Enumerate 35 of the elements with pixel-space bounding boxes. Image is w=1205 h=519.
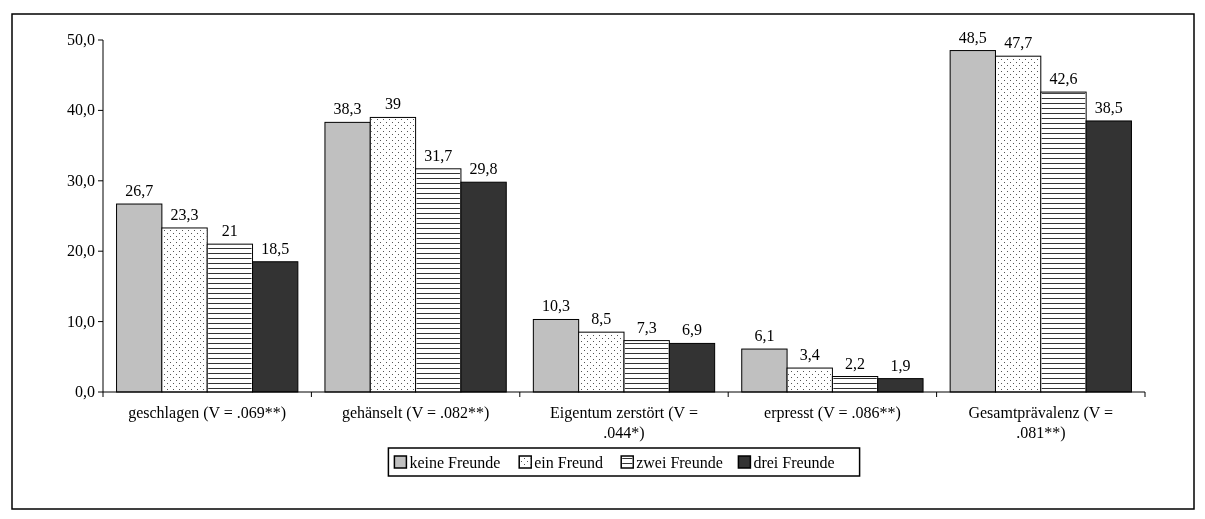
legend-label: drei Freunde [753, 454, 835, 471]
y-tick-label: 50,0 [67, 31, 95, 48]
y-tick-label: 0,0 [75, 383, 95, 400]
y-tick-label: 20,0 [67, 242, 95, 260]
data-label: 23,3 [170, 205, 199, 223]
data-label: 38,5 [1094, 98, 1123, 116]
data-label: 29,8 [469, 160, 498, 178]
data-label: 47,7 [1004, 34, 1033, 52]
legend-label: keine Freunde [409, 454, 501, 471]
x-tick-label: Eigentum zerstört (V = .044*) [550, 404, 698, 442]
data-label: 7,3 [636, 318, 657, 336]
data-label: 18,5 [261, 239, 290, 257]
data-label: 38,3 [333, 100, 362, 118]
data-label: 31,7 [424, 146, 453, 164]
x-tick-label: geschlagen (V = .069**) [128, 404, 287, 422]
x-tick-label: gehänselt (V = .082**) [341, 404, 490, 422]
data-label: 39 [384, 95, 401, 113]
data-label: 1,9 [890, 356, 911, 374]
data-label: 48,5 [958, 28, 987, 46]
data-label: 2,2 [845, 354, 866, 372]
data-label: 8,5 [591, 310, 612, 328]
data-label: 6,9 [681, 321, 702, 339]
legend-label: ein Freund [534, 454, 604, 471]
y-tick-label: 40,0 [67, 101, 95, 119]
data-label: 21 [221, 222, 238, 240]
x-tick-label: erpresst (V = .086**) [764, 404, 901, 422]
data-label: 6,1 [754, 327, 775, 345]
y-tick-label: 10,0 [67, 312, 95, 330]
x-tick-label: Gesamtprävalenz (V = .081**) [968, 404, 1114, 442]
y-tick-label: 30,0 [67, 171, 95, 189]
legend-label: zwei Freunde [636, 454, 723, 471]
data-label: 10,3 [542, 297, 571, 315]
data-label: 3,4 [799, 346, 820, 364]
data-label: 26,7 [125, 182, 154, 200]
data-label: 42,6 [1049, 70, 1078, 88]
